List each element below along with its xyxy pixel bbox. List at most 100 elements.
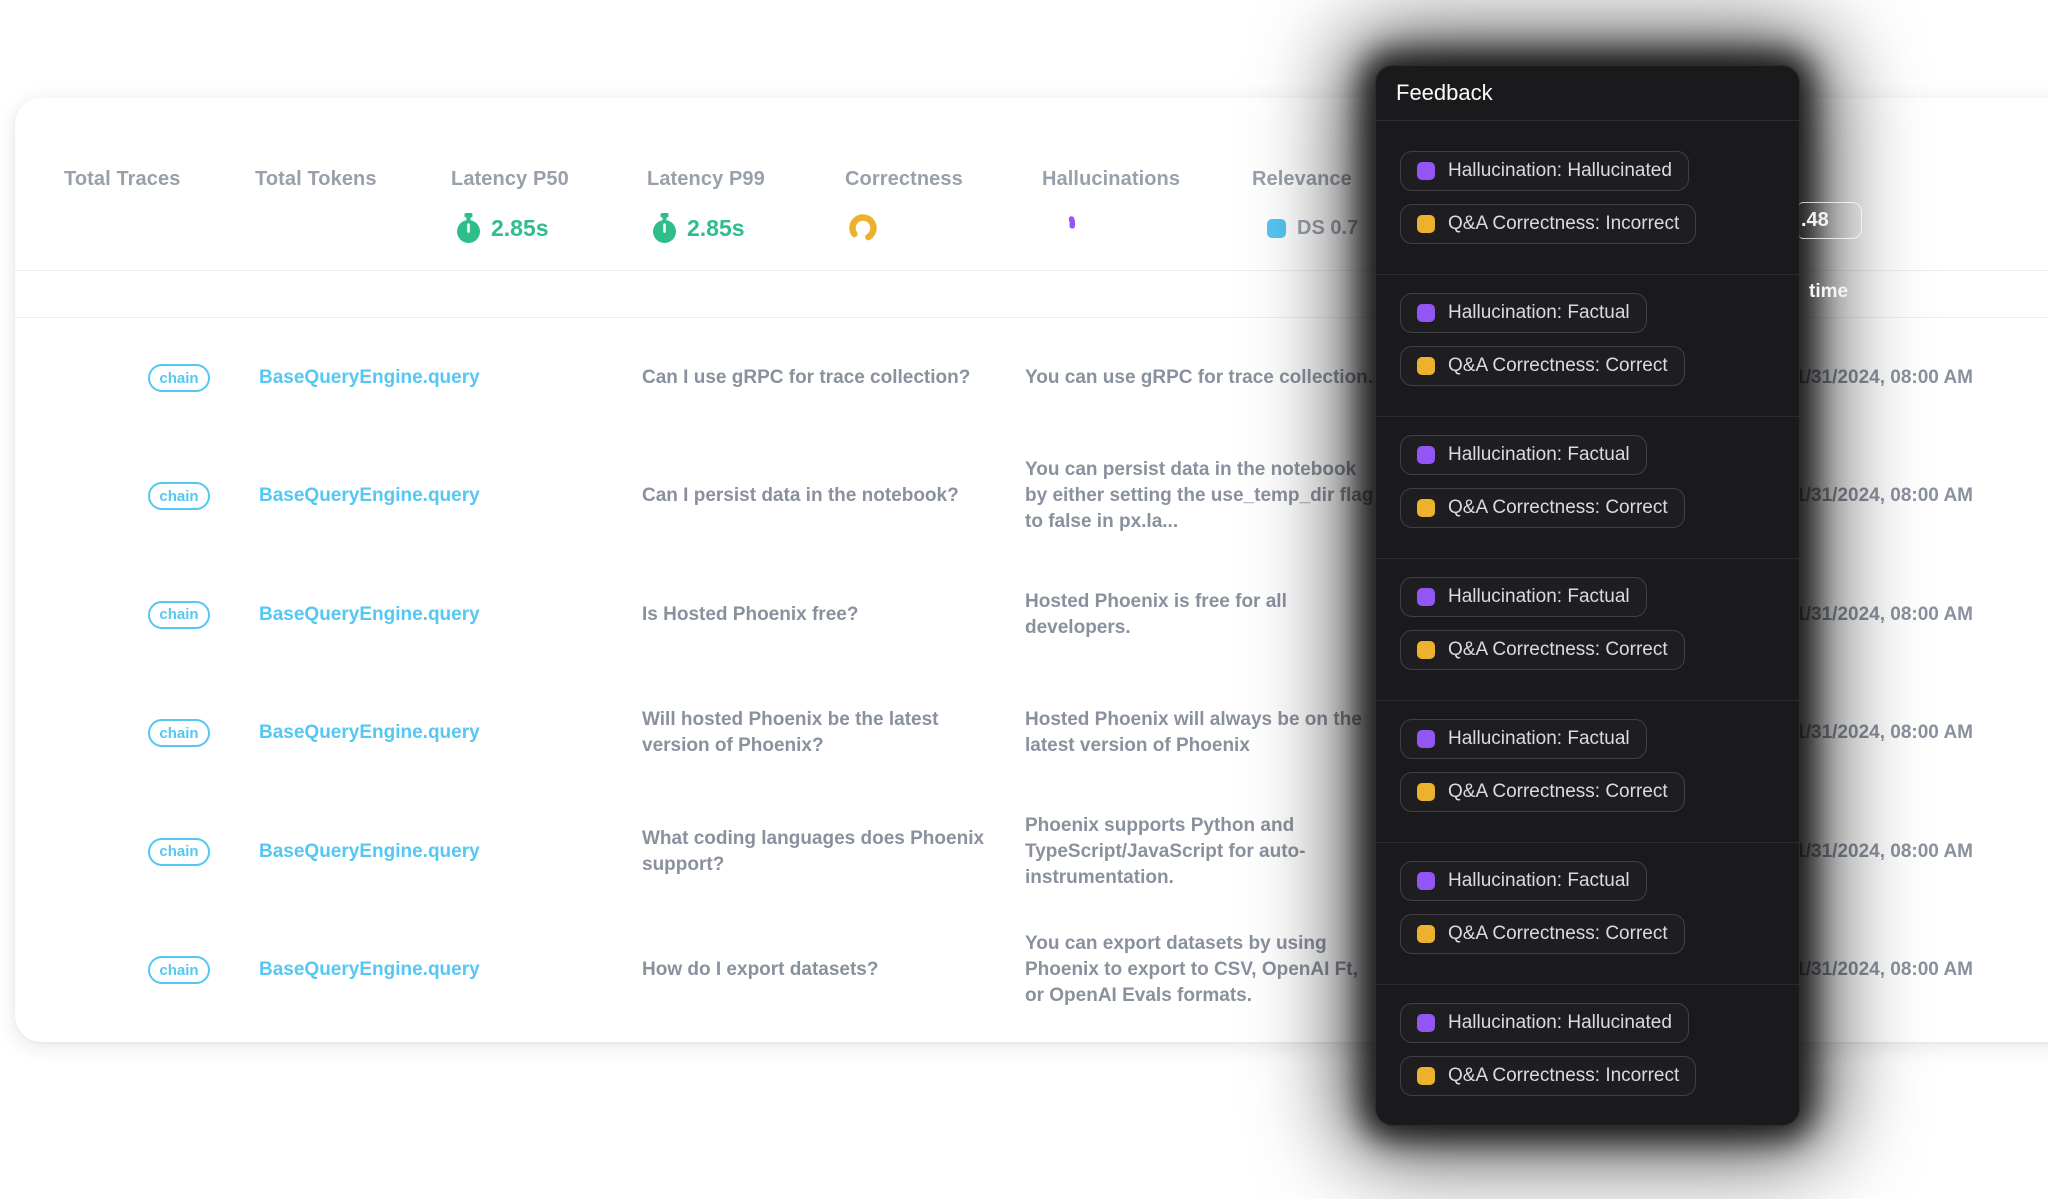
hallucination-chip[interactable]: Hallucination: Factual xyxy=(1400,719,1647,759)
table-rows: chain BaseQueryEngine.query Can I use gR… xyxy=(15,319,2048,1042)
trace-input-text: What coding languages does Phoenix suppo… xyxy=(642,827,985,875)
hallucination-color-square-icon xyxy=(1417,446,1435,464)
metric-hallucinations-label: Hallucinations xyxy=(1042,168,1181,190)
metric-hallucinations-value xyxy=(1060,208,1076,248)
time-column-header[interactable]: time xyxy=(1809,281,1849,302)
metric-latency-p99-value: 2.85s xyxy=(651,208,745,248)
chain-kind-label: chain xyxy=(159,843,199,861)
chain-kind-badge[interactable]: chain xyxy=(148,600,210,629)
trace-timestamp: 1/31/2024, 08:00 AM xyxy=(1795,722,1973,744)
chain-kind-badge[interactable]: chain xyxy=(148,482,210,511)
hallucination-color-square-icon xyxy=(1417,1014,1435,1032)
chain-kind-badge[interactable]: chain xyxy=(148,719,210,748)
hallucination-chip-label: Hallucination: Factual xyxy=(1448,728,1630,749)
table-row[interactable]: chain BaseQueryEngine.query Will hosted … xyxy=(15,674,2048,792)
trace-output-text: Hosted Phoenix is free for all developer… xyxy=(1025,590,1287,638)
metric-total-tokens-label: Total Tokens xyxy=(255,168,377,190)
trace-name-link[interactable]: BaseQueryEngine.query xyxy=(259,603,480,625)
qa-correctness-chip[interactable]: Q&A Correctness: Incorrect xyxy=(1400,204,1697,244)
table-header-bottom-rule xyxy=(15,317,2048,318)
trace-output-text: You can use gRPC for trace collection. xyxy=(1025,367,1374,388)
hallucination-chip-label: Hallucination: Hallucinated xyxy=(1448,1012,1672,1033)
trace-name-link[interactable]: BaseQueryEngine.query xyxy=(259,485,480,507)
hallucination-chip[interactable]: Hallucination: Factual xyxy=(1400,435,1647,475)
metric-relevance-label: Relevance xyxy=(1252,168,1352,190)
chain-kind-label: chain xyxy=(159,961,199,979)
table-row[interactable]: chain BaseQueryEngine.query Can I use gR… xyxy=(15,319,2048,437)
chain-kind-badge[interactable]: chain xyxy=(148,956,210,984)
hallucination-color-square-icon xyxy=(1417,872,1435,890)
qa-correctness-color-square-icon xyxy=(1417,1067,1435,1085)
metric-relevance-value: DS 0.7 xyxy=(1267,208,1358,248)
metric-latency-p50-value: 2.85s xyxy=(455,208,549,248)
hallucination-color-square-icon xyxy=(1417,162,1435,180)
trace-input-text: Will hosted Phoenix be the latest versio… xyxy=(642,709,939,757)
qa-correctness-color-square-icon xyxy=(1417,783,1435,801)
hallucination-chip[interactable]: Hallucination: Factual xyxy=(1400,577,1647,617)
correctness-donut-icon xyxy=(849,214,877,242)
trace-input-text: Can I use gRPC for trace collection? xyxy=(642,367,971,388)
qa-correctness-chip-label: Q&A Correctness: Correct xyxy=(1448,355,1668,376)
table-header-top-rule xyxy=(15,270,2048,271)
trace-input-text: Can I persist data in the notebook? xyxy=(642,485,959,507)
trace-output-text: You can export datasets by using Phoenix… xyxy=(1025,933,1358,1006)
chain-kind-label: chain xyxy=(159,369,199,387)
hallucination-chip[interactable]: Hallucination: Hallucinated xyxy=(1400,1003,1689,1043)
chain-kind-badge[interactable]: chain xyxy=(148,364,210,392)
qa-correctness-chip[interactable]: Q&A Correctness: Incorrect xyxy=(1400,1056,1697,1096)
qa-correctness-chip[interactable]: Q&A Correctness: Correct xyxy=(1400,914,1685,954)
table-row[interactable]: chain BaseQueryEngine.query How do I exp… xyxy=(15,911,2048,1029)
feedback-groups: Hallucination: Hallucinated Q&A Correctn… xyxy=(1376,121,1799,1125)
metric-correctness-value xyxy=(848,208,878,248)
feedback-panel: Feedback Hallucination: Hallucinated Q&A… xyxy=(1375,65,1800,1126)
trace-input-text: How do I export datasets? xyxy=(642,959,879,980)
score-chip-partial: .48 xyxy=(1799,202,1862,239)
chain-kind-label: chain xyxy=(159,487,199,505)
qa-correctness-chip[interactable]: Q&A Correctness: Correct xyxy=(1400,346,1685,386)
table-row[interactable]: chain BaseQueryEngine.query Can I persis… xyxy=(15,437,2048,555)
hallucination-chip-label: Hallucination: Factual xyxy=(1448,302,1630,323)
hallucination-chip-label: Hallucination: Hallucinated xyxy=(1448,160,1672,181)
hallucination-chip-label: Hallucination: Factual xyxy=(1448,444,1630,465)
trace-name-link[interactable]: BaseQueryEngine.query xyxy=(259,367,480,388)
hallucination-color-square-icon xyxy=(1417,730,1435,748)
qa-correctness-chip-label: Q&A Correctness: Correct xyxy=(1448,781,1668,802)
trace-timestamp: 1/31/2024, 08:00 AM xyxy=(1795,840,1973,862)
hallucination-chip[interactable]: Hallucination: Factual xyxy=(1400,861,1647,901)
trace-timestamp: 1/31/2024, 08:00 AM xyxy=(1795,485,1973,507)
qa-correctness-chip[interactable]: Q&A Correctness: Correct xyxy=(1400,772,1685,812)
trace-name-link[interactable]: BaseQueryEngine.query xyxy=(259,722,480,744)
chain-kind-badge[interactable]: chain xyxy=(148,837,210,866)
trace-input-text: Is Hosted Phoenix free? xyxy=(642,603,859,625)
qa-correctness-chip-label: Q&A Correctness: Correct xyxy=(1448,497,1668,518)
metric-latency-p50-label: Latency P50 xyxy=(451,168,569,190)
feedback-group: Hallucination: Factual Q&A Correctness: … xyxy=(1376,274,1799,416)
stopwatch-icon xyxy=(457,212,480,243)
table-row[interactable]: chain BaseQueryEngine.query What coding … xyxy=(15,793,2048,911)
feedback-group: Hallucination: Factual Q&A Correctness: … xyxy=(1376,842,1799,984)
trace-name-link[interactable]: BaseQueryEngine.query xyxy=(259,840,480,862)
hallucinations-arc-icon xyxy=(1062,216,1076,239)
feedback-group: Hallucination: Hallucinated Q&A Correctn… xyxy=(1376,121,1799,274)
qa-correctness-chip-label: Q&A Correctness: Incorrect xyxy=(1448,213,1680,234)
trace-output-text: Hosted Phoenix will always be on the lat… xyxy=(1025,709,1362,757)
chain-kind-label: chain xyxy=(159,724,199,742)
qa-correctness-chip[interactable]: Q&A Correctness: Correct xyxy=(1400,488,1685,528)
stopwatch-icon xyxy=(653,212,676,243)
hallucination-chip[interactable]: Hallucination: Factual xyxy=(1400,293,1647,333)
table-row[interactable]: chain BaseQueryEngine.query Is Hosted Ph… xyxy=(15,556,2048,674)
qa-correctness-chip-label: Q&A Correctness: Incorrect xyxy=(1448,1065,1680,1086)
qa-correctness-color-square-icon xyxy=(1417,357,1435,375)
qa-correctness-chip[interactable]: Q&A Correctness: Correct xyxy=(1400,630,1685,670)
hallucination-chip[interactable]: Hallucination: Hallucinated xyxy=(1400,151,1689,191)
trace-name-link[interactable]: BaseQueryEngine.query xyxy=(259,959,480,980)
hallucination-color-square-icon xyxy=(1417,304,1435,322)
feedback-group: Hallucination: Factual Q&A Correctness: … xyxy=(1376,558,1799,700)
feedback-group: Hallucination: Factual Q&A Correctness: … xyxy=(1376,700,1799,842)
chain-kind-label: chain xyxy=(159,606,199,624)
feedback-group: Hallucination: Hallucinated Q&A Correctn… xyxy=(1376,984,1799,1125)
trace-timestamp: 1/31/2024, 08:00 AM xyxy=(1795,603,1973,625)
qa-correctness-color-square-icon xyxy=(1417,215,1435,233)
feedback-panel-title: Feedback xyxy=(1376,66,1799,121)
metric-correctness-label: Correctness xyxy=(845,168,963,190)
